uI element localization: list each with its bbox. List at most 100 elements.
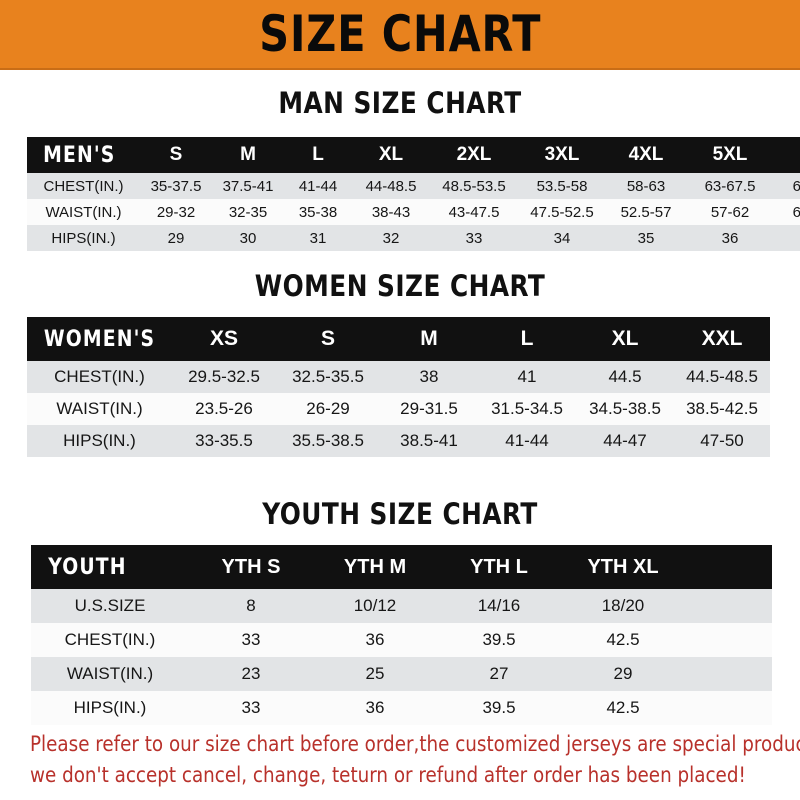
- women-cell-2-5: 34.5-38.5: [589, 399, 661, 418]
- women-cell-1-4: 41: [517, 367, 537, 386]
- youth-cell-3-3: 27: [489, 664, 509, 683]
- table-row: WAIST(IN.) 29-32 32-35 35-38 38-43 43-47.5 47.…: [27, 199, 800, 225]
- man-cell-3-3: 31: [309, 229, 327, 247]
- women-cell-3-1: 33-35.5: [195, 431, 253, 450]
- man-size-header-4: XL: [378, 144, 404, 165]
- women-size-header-5: XL: [611, 327, 639, 350]
- women-row-label: HIPS(IN.): [63, 431, 136, 450]
- table-row: HIPS(IN.) 33 36 39.5 42.5: [31, 691, 772, 725]
- youth-table-header-row: YOUTH YTH S YTH M YTH L YTH XL: [31, 545, 772, 589]
- man-size-header-9: 6XL: [774, 137, 800, 173]
- women-table-body: WOMEN'S XS S M L XL XXL CHEST(IN.) 29.5-32.5 32.5…: [27, 317, 770, 457]
- youth-row-label: CHEST(IN.): [64, 630, 156, 649]
- women-cell-3-5: 44-47: [603, 431, 647, 450]
- man-cell-2-7: 52.5-57: [620, 203, 672, 221]
- women-cell-1-1: 29.5-32.5: [188, 367, 260, 386]
- man-cell-2-3: 35-38: [298, 203, 338, 221]
- man-cell-3-8: 36: [721, 229, 739, 247]
- women-cell-1-5: 44.5: [608, 367, 642, 386]
- man-cell-3-2: 30: [239, 229, 257, 247]
- youth-size-table: YOUTH YTH S YTH M YTH L YTH XL U.S.SIZE 8 10/12…: [31, 545, 772, 725]
- man-size-table: MEN'S S M L XL 2XL 3XL 4XL 5XL 6XL CHEST(IN.) 35-37…: [27, 137, 800, 251]
- youth-cell-3-2: 25: [365, 664, 385, 683]
- page-banner: SIZE CHART: [0, 0, 800, 70]
- man-cell-2-8: 57-62: [710, 203, 750, 221]
- women-cell-2-1: 23.5-26: [195, 399, 253, 418]
- youth-cell-2-4: 42.5: [606, 630, 640, 649]
- women-size-header-4: L: [520, 327, 534, 350]
- youth-cell-spacer: [685, 691, 772, 725]
- man-cell-2-1: 29-32: [156, 203, 196, 221]
- youth-size-header-3: YTH L: [470, 555, 528, 578]
- youth-cell-1-3: 14/16: [477, 596, 521, 615]
- man-cell-1-5: 48.5-53.5: [442, 177, 506, 195]
- table-row: CHEST(IN.) 29.5-32.5 32.5-35.5 38 41 44.5 44.5…: [27, 361, 770, 393]
- youth-cell-2-2: 36: [365, 630, 385, 649]
- man-row-label: WAIST(IN.): [45, 203, 122, 221]
- women-size-header-1: XS: [209, 327, 238, 350]
- youth-cell-2-1: 33: [241, 630, 261, 649]
- man-cell-1-6: 53.5-58: [536, 177, 588, 195]
- youth-row-label: WAIST(IN.): [66, 664, 154, 683]
- table-row: CHEST(IN.) 35-37.5 37.5-41 41-44 44-48.5 48.5…: [27, 173, 800, 199]
- man-size-header-7: 4XL: [628, 144, 664, 165]
- man-cell-1-8: 63-67.5: [704, 177, 756, 195]
- man-cell-2-2: 32-35: [228, 203, 268, 221]
- man-cell-1-9: 67.5-72: [792, 177, 800, 195]
- table-row: WAIST(IN.) 23 25 27 29: [31, 657, 772, 691]
- man-cell-1-7: 58-63: [626, 177, 666, 195]
- disclaimer-line-2: we don't accept cancel, change, teturn o…: [30, 763, 746, 787]
- youth-cell-3-1: 23: [241, 664, 261, 683]
- women-table-header-row: WOMEN'S XS S M L XL XXL: [27, 317, 770, 361]
- man-cell-2-4: 38-43: [371, 203, 411, 221]
- man-cell-3-6: 34: [553, 229, 571, 247]
- women-cell-2-3: 29-31.5: [400, 399, 458, 418]
- man-cell-1-4: 44-48.5: [365, 177, 417, 195]
- women-size-header-3: M: [420, 327, 438, 350]
- youth-cell-4-4: 42.5: [606, 698, 640, 717]
- women-row-label: WAIST(IN.): [56, 399, 143, 418]
- youth-cell-1-1: 8: [246, 596, 256, 615]
- women-section-title: WOMEN SIZE CHART: [254, 269, 546, 303]
- disclaimer-line-1: Please refer to our size chart before or…: [30, 732, 800, 756]
- man-cell-3-5: 33: [465, 229, 483, 247]
- man-cell-2-9: 62-66.5: [792, 203, 800, 221]
- man-cell-3-7: 35: [637, 229, 655, 247]
- youth-cell-spacer: [685, 657, 772, 691]
- women-cell-2-2: 26-29: [306, 399, 350, 418]
- youth-size-header-4: YTH XL: [587, 555, 659, 578]
- women-header-label: WOMEN'S: [43, 326, 156, 352]
- youth-size-header-2: YTH M: [343, 555, 407, 578]
- table-row: HIPS(IN.) 29 30 31 32 33 34 35 36 37: [27, 225, 800, 251]
- women-cell-1-3: 38: [419, 367, 439, 386]
- youth-cell-4-2: 36: [365, 698, 385, 717]
- man-row-label: CHEST(IN.): [43, 177, 124, 195]
- women-row-label: CHEST(IN.): [54, 367, 145, 386]
- women-size-header-6: XXL: [701, 327, 743, 350]
- man-cell-2-5: 43-47.5: [448, 203, 500, 221]
- youth-header-label: YOUTH: [48, 554, 127, 580]
- man-size-header-6: 3XL: [544, 144, 580, 165]
- man-table-body: MEN'S S M L XL 2XL 3XL 4XL 5XL 6XL CHEST(IN.) 35-37…: [27, 137, 800, 251]
- man-size-header-2: M: [240, 144, 256, 165]
- man-table-header-row: MEN'S S M L XL 2XL 3XL 4XL 5XL 6XL: [27, 137, 800, 173]
- man-size-header-3: L: [312, 144, 324, 165]
- women-cell-2-4: 31.5-34.5: [491, 399, 563, 418]
- youth-size-header-1: YTH S: [221, 555, 281, 578]
- women-cell-3-6: 47-50: [700, 431, 744, 450]
- man-row-label: HIPS(IN.): [51, 229, 116, 247]
- women-cell-3-2: 35.5-38.5: [292, 431, 364, 450]
- youth-cell-spacer: [685, 589, 772, 623]
- women-cell-1-6: 44.5-48.5: [686, 367, 758, 386]
- youth-cell-4-3: 39.5: [482, 698, 516, 717]
- man-cell-1-3: 41-44: [298, 177, 338, 195]
- women-cell-1-2: 32.5-35.5: [292, 367, 364, 386]
- man-cell-2-6: 47.5-52.5: [530, 203, 594, 221]
- youth-cell-2-3: 39.5: [482, 630, 516, 649]
- man-size-header-8: 5XL: [712, 144, 748, 165]
- women-cell-3-3: 38.5-41: [400, 431, 458, 450]
- youth-header-spacer: [685, 545, 772, 589]
- women-cell-3-4: 41-44: [505, 431, 549, 450]
- youth-cell-1-4: 18/20: [601, 596, 645, 615]
